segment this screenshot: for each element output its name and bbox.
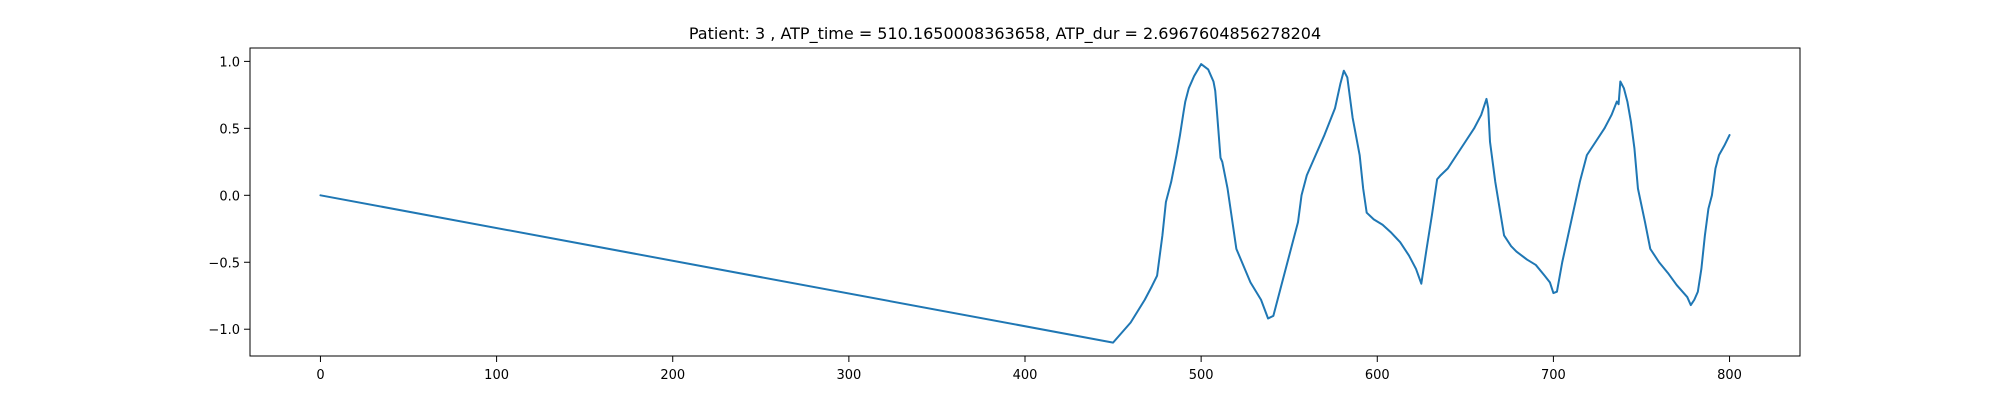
x-tick-label: 700 [1541,368,1566,383]
y-tick-label: 0.5 [219,122,240,137]
x-tick-label: 600 [1365,368,1390,383]
x-tick-label: 500 [1189,368,1214,383]
x-tick-label: 200 [660,368,685,383]
y-tick-label: 0.0 [219,189,240,204]
plot-frame [249,47,1801,357]
x-tick-label: 300 [836,368,861,383]
y-tick-label: 1.0 [219,55,240,70]
y-tick-label: −0.5 [208,256,240,271]
y-axis-ticks: −1.0 −0.5 0.0 0.5 1.0 [208,55,250,338]
series-line [319,63,1731,344]
x-tick-label: 800 [1717,368,1742,383]
x-tick-label: 0 [316,368,324,383]
y-tick-label: −1.0 [208,323,240,338]
chart-title: Patient: 3 , ATP_time = 510.165000836365… [689,24,1321,44]
x-tick-label: 100 [484,368,509,383]
x-tick-label: 400 [1013,368,1038,383]
x-axis-ticks: 0 100 200 300 400 500 600 700 800 [316,356,1742,383]
